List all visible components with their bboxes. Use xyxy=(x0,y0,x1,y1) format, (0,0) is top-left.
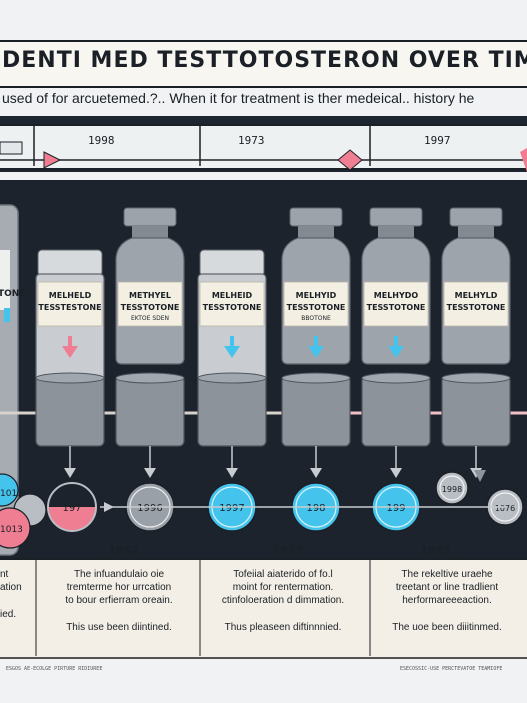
vial-4-sub: BBOTONE xyxy=(301,315,331,322)
desc-2-line1: Tofeiial aiaterido of fo.l xyxy=(233,569,333,580)
chevron-down-icon xyxy=(226,468,238,478)
vial-3-label-2: TESSTOTONE xyxy=(203,303,262,312)
desc-1-line1: The infuandulaio oie xyxy=(73,569,165,580)
chevron-down-icon xyxy=(390,468,402,478)
timeline-ticks xyxy=(0,124,527,172)
footer-right: ESECOSSIC-USE PERCTEVATOE TEAMIOFE xyxy=(400,666,503,672)
desc-2-line4: Thus pleaseen diftinnnied. xyxy=(224,622,342,633)
vial-2-label-2: TESSTOTONE xyxy=(121,303,180,312)
desc-3-line2: treetant or line tradlient xyxy=(395,582,499,593)
vial-6-label-2: TESSTOTONE xyxy=(447,303,506,312)
mid-year-1: 1982 xyxy=(108,544,139,557)
vial-2: METHYEL TESSTOTONE EKTOE SDEN xyxy=(115,207,185,478)
desc-col-2: Tofeiial aiaterido of fo.l moint for ren… xyxy=(208,568,358,634)
desc-2-line3: ctinfoloeration d dimmation. xyxy=(221,595,345,606)
desc-left-line1: nt xyxy=(0,569,9,580)
chevron-down-icon xyxy=(310,468,322,478)
year-circle-3-label: 1997 xyxy=(219,503,244,514)
chevron-down-icon xyxy=(474,470,486,482)
year-circle-2-label: 1996 xyxy=(137,503,162,514)
title-band xyxy=(0,40,527,88)
year-circle-4-label: 198 xyxy=(306,503,325,514)
chevron-down-icon xyxy=(144,468,156,478)
vial-6: MELHYLD TESSTOTONE xyxy=(441,207,511,478)
left-circles xyxy=(0,473,47,549)
arrow-down-icon xyxy=(224,346,240,358)
year-circle-1: 197 xyxy=(47,482,97,532)
left-circle-label-1: 1013 xyxy=(0,489,23,499)
timeline-year-3: 1997 xyxy=(424,134,451,147)
year-circle-5-label: 199 xyxy=(386,503,405,514)
vial-4-label: MELHYID xyxy=(296,291,337,300)
footer: ESGOS AE-ECOLGE PIRTURE RIDIUREE ESECOSS… xyxy=(0,664,527,676)
arrow-down-icon xyxy=(388,346,404,358)
chevron-down-icon xyxy=(64,468,76,478)
desc-col-left: nt ation ied. xyxy=(0,568,34,621)
vial-4: MELHYID TESSTOTONE BBOTONE xyxy=(281,207,351,478)
vial-2-sub: EKTOE SDEN xyxy=(131,315,169,322)
vial-6-label: MELHYLD xyxy=(455,291,498,300)
vial-1-label: MELHELD xyxy=(49,291,92,300)
desc-3-line3: herformareeeaction. xyxy=(402,595,492,606)
vial-3-label: MELHEID xyxy=(212,291,253,300)
year-circle-7-label: 1076 xyxy=(495,504,515,513)
year-circle-1-label: 197 xyxy=(62,503,81,514)
desc-3-line4: The uoe been diiitinmed. xyxy=(392,622,502,633)
desc-1-line4: This use been diintined. xyxy=(66,622,172,633)
vial-4-label-2: TESSTOTONE xyxy=(287,303,346,312)
desc-left-line3: ied. xyxy=(0,609,17,620)
footer-left: ESGOS AE-ECOLGE PIRTURE RIDIUREE xyxy=(6,666,103,672)
desc-3-line1: The rekeltive uraehe xyxy=(401,569,493,580)
vial-group: MELHELD TESSTESTONE METHYEL TESSTOTONE EKTOE… xyxy=(35,207,511,478)
mid-year-3: 1983 xyxy=(420,544,451,557)
page-subtitle: used of for arcuetemed.?.. When it for t… xyxy=(2,90,475,106)
timeline-year-1: 1998 xyxy=(88,134,115,147)
mid-year-2: 1973 xyxy=(272,544,303,557)
vial-5-label-2: TESSTOTONE xyxy=(367,303,426,312)
desc-1-line2: tremterme hor urrcation xyxy=(66,582,172,593)
year-circle-6: 1998 xyxy=(435,471,469,505)
desc-left-line2: ation xyxy=(0,582,22,593)
desc-1-line3: to bour erfierram oreain. xyxy=(65,595,173,606)
vial-2-label: METHYEL xyxy=(129,291,171,300)
timeline-year-2: 1973 xyxy=(238,134,265,147)
description-band xyxy=(0,558,527,660)
side-vial xyxy=(0,204,19,556)
vial-1-label-2: TESSTESTONE xyxy=(38,303,101,312)
arrow-down-icon xyxy=(308,346,324,358)
year-circle-6-label: 1998 xyxy=(442,485,462,494)
timeline-strip xyxy=(0,124,527,170)
page-title: DENTI MED TESTTOTOSTERON OVER TIME xyxy=(2,48,527,73)
vial-3: MELHEID TESSTOTONE xyxy=(197,249,267,478)
vial-5-label: MELHYDO xyxy=(374,291,419,300)
vial-5: MELHYDO TESSTOTONE xyxy=(361,207,431,478)
left-circle-label-2: 1013 xyxy=(0,525,23,535)
vial-1: MELHELD TESSTESTONE xyxy=(35,249,105,478)
desc-col-3: The rekeltive uraehe treetant or line tr… xyxy=(372,568,522,634)
year-circle-group: 197 1996 1997 198 199 1998 1076 xyxy=(47,470,524,532)
desc-col-1: The infuandulaio oie tremterme hor urrca… xyxy=(44,568,194,634)
arrow-down-icon xyxy=(62,346,78,358)
desc-2-line2: moint for rentermation. xyxy=(232,582,334,593)
side-vial-label: TONE xyxy=(0,289,25,299)
